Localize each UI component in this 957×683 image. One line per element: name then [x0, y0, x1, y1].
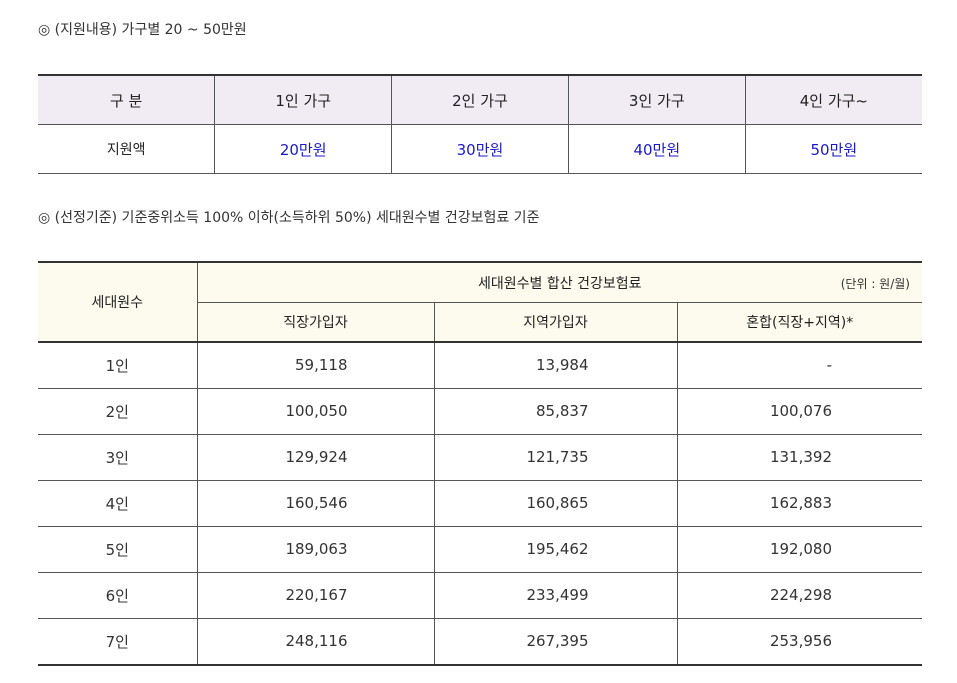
premium-cell: 233,499 [433, 572, 677, 619]
header-cell: 2인 가구 [391, 75, 569, 125]
sub-header-cell: 직장가입자 [196, 302, 434, 343]
table-row: 2인 100,050 85,837 100,076 [38, 388, 922, 435]
table-row: 3인 129,924 121,735 131,392 [38, 434, 922, 481]
row-label: 지원액 [38, 124, 215, 174]
table-row: 지원액 20만원 30만원 40만원 50만원 [38, 124, 922, 174]
premium-cell: 162,883 [676, 480, 922, 527]
premium-cell: 160,865 [433, 480, 677, 527]
criteria-table: 세대원수 세대원수별 합산 건강보험료 (단위 : 원/월) 직장가입자 지역가입… [38, 261, 922, 666]
header-cell: 구 분 [38, 75, 215, 125]
unit-note: (단위 : 원/월) [840, 277, 910, 291]
row-label: 1인 [38, 341, 197, 389]
row-header: 세대원수 [38, 262, 197, 343]
amount-cell: 50만원 [744, 124, 922, 174]
premium-cell: 160,546 [196, 480, 434, 527]
premium-cell: 100,076 [676, 388, 922, 435]
section-title: ◎ (선정기준) 기준중위소득 100% 이하(소득하위 50%) 세대원수별 … [38, 210, 540, 226]
sub-header-row: 직장가입자 지역가입자 혼합(직장+지역)* [38, 302, 922, 343]
row-label: 3인 [38, 434, 197, 481]
premium-cell: 253,956 [676, 618, 922, 666]
premium-cell: - [676, 341, 922, 389]
group-header: 세대원수별 합산 건강보험료 [478, 275, 642, 292]
premium-cell: 189,063 [196, 526, 434, 573]
header-cell: 1인 가구 [214, 75, 392, 125]
table-row: 4인 160,546 160,865 162,883 [38, 480, 922, 527]
amount-cell: 40만원 [567, 124, 746, 174]
premium-cell: 121,735 [433, 434, 677, 481]
table-row: 6인 220,167 233,499 224,298 [38, 572, 922, 619]
sub-header-cell: 혼합(직장+지역)* [676, 302, 922, 343]
premium-cell: 59,118 [196, 341, 434, 389]
table-row: 1인 59,118 13,984- [38, 341, 922, 389]
premium-cell: 129,924 [196, 434, 434, 481]
header-row: 구 분 1인 가구 2인 가구 3인 가구 4인 가구~ [38, 75, 922, 125]
premium-cell: 248,116 [196, 618, 434, 666]
premium-cell: 224,298 [676, 572, 922, 619]
premium-cell: 192,080 [676, 526, 922, 573]
premium-cell: 220,167 [196, 572, 434, 619]
premium-cell: 13,984 [433, 341, 677, 389]
table-row: 7인 248,116 267,395 253,956 [38, 618, 922, 666]
amount-cell: 30만원 [391, 124, 569, 174]
row-label: 5인 [38, 526, 197, 573]
premium-cell: 100,050 [196, 388, 434, 435]
sub-header-cell: 지역가입자 [433, 302, 677, 343]
header-cell: 4인 가구~ [744, 75, 922, 125]
header-row: 세대원수 세대원수별 합산 건강보험료 (단위 : 원/월) [38, 262, 922, 343]
table-row: 5인 189,063 195,462 192,080 [38, 526, 922, 573]
amount-cell: 20만원 [214, 124, 392, 174]
premium-cell: 195,462 [433, 526, 677, 573]
row-label: 4인 [38, 480, 197, 527]
group-header-cell: 세대원수별 합산 건강보험료 (단위 : 원/월) [196, 262, 922, 303]
premium-cell: 85,837 [433, 388, 677, 435]
row-label: 2인 [38, 388, 197, 435]
premium-cell: 267,395 [433, 618, 677, 666]
row-label: 7인 [38, 618, 197, 666]
header-cell: 3인 가구 [567, 75, 746, 125]
premium-cell: 131,392 [676, 434, 922, 481]
support-table: 구 분 1인 가구 2인 가구 3인 가구 4인 가구~ 지원액 20만원 30만원 40만원… [38, 74, 922, 174]
section-title: ◎ (지원내용) 가구별 20 ~ 50만원 [38, 22, 247, 38]
row-label: 6인 [38, 572, 197, 619]
